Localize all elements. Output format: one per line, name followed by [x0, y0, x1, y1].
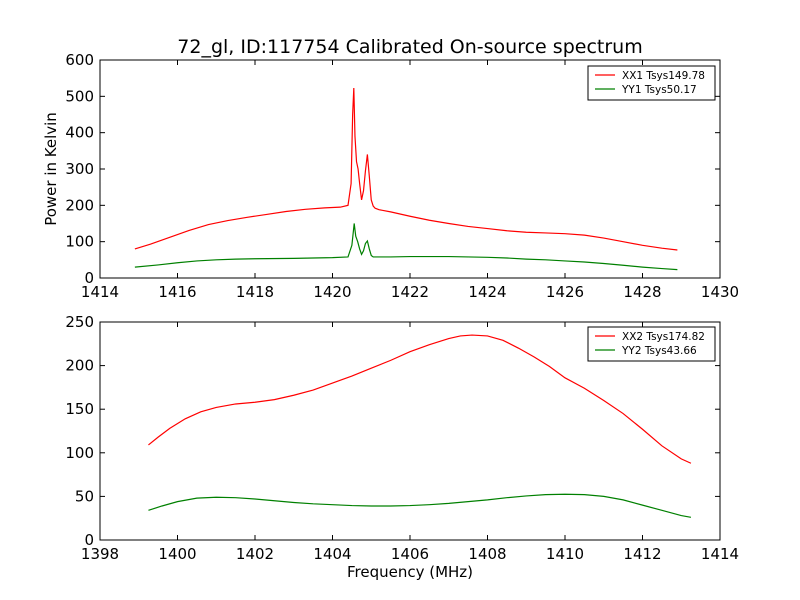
- series-line-xx2: [148, 334, 692, 464]
- legend-box: [587, 326, 716, 362]
- y-tick-label: 300: [65, 160, 94, 178]
- chart-title: 72_gl, ID:117754 Calibrated On-source sp…: [177, 36, 642, 58]
- x-tick-label: 1412: [623, 545, 661, 563]
- x-tick-label: 1400: [158, 545, 196, 563]
- bottom-x-axis-label: Frequency (MHz): [347, 563, 473, 581]
- x-tick-label: 1404: [313, 545, 351, 563]
- legend-label: XX2 Tsys174.82: [622, 331, 705, 343]
- y-tick-label: 200: [65, 357, 94, 375]
- x-tick-label: 1416: [158, 283, 196, 301]
- x-tick-label: 1422: [391, 283, 429, 301]
- x-tick-label: 1402: [236, 545, 274, 563]
- top-y-axis-label: Power in Kelvin: [42, 112, 60, 226]
- y-tick-label: 0: [84, 531, 94, 549]
- y-tick-label: 200: [65, 196, 94, 214]
- legend-label: XX1 Tsys149.78: [622, 70, 705, 82]
- x-tick-label: 1398: [81, 545, 119, 563]
- x-tick-label: 1424: [468, 283, 506, 301]
- x-tick-label: 1410: [546, 545, 584, 563]
- series-line-yy2: [148, 493, 692, 518]
- x-tick-label: 1418: [236, 283, 274, 301]
- y-tick-label: 50: [75, 487, 94, 505]
- x-tick-label: 1426: [546, 283, 584, 301]
- legend: XX1 Tsys149.78 YY1 Tsys50.17: [587, 65, 716, 101]
- legend-label: YY2 Tsys43.66: [621, 345, 697, 357]
- y-tick-label: 600: [65, 51, 94, 69]
- x-tick-label: 1430: [701, 283, 739, 301]
- series-line-xx1: [134, 87, 678, 251]
- y-tick-label: 0: [84, 269, 94, 287]
- bottom-plot: 1398 1400 1402 1404 1406 1408 1410 1412 1414 0 50 1…: [65, 313, 739, 563]
- top-plot: 1414 1416 1418 1420 1422 1424 1426 1428 1430 0 100…: [65, 51, 739, 301]
- legend-label: YY1 Tsys50.17: [621, 84, 697, 96]
- y-tick-label: 150: [65, 400, 94, 418]
- x-tick-label: 1408: [468, 545, 506, 563]
- y-tick-label: 400: [65, 124, 94, 142]
- x-tick-label: 1428: [623, 283, 661, 301]
- y-tick-label: 100: [65, 233, 94, 251]
- legend: XX2 Tsys174.82 YY2 Tsys43.66: [587, 326, 716, 362]
- y-tick-label: 100: [65, 444, 94, 462]
- x-tick-label: 1414: [81, 283, 119, 301]
- x-tick-label: 1406: [391, 545, 429, 563]
- x-tick-label: 1414: [701, 545, 739, 563]
- x-tick-label: 1420: [313, 283, 351, 301]
- y-tick-label: 500: [65, 87, 94, 105]
- y-tick-label: 250: [65, 313, 94, 331]
- legend-box: [587, 65, 716, 101]
- series-line-yy1: [134, 223, 678, 271]
